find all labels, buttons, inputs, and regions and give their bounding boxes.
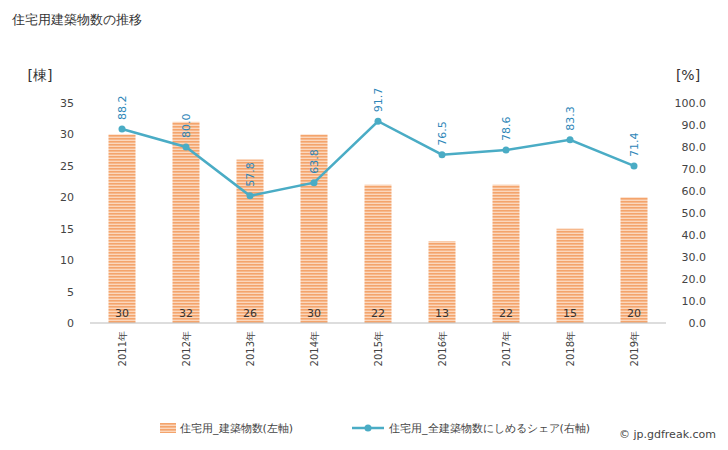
bar-label: 30 <box>307 307 321 320</box>
x-tick-label: 2018年 <box>565 331 576 366</box>
y-tick-label: 15 <box>60 223 74 236</box>
y2-tick-label: 70.0 <box>682 163 707 176</box>
x-tick-label: 2014年 <box>309 331 320 366</box>
marker <box>375 118 382 125</box>
y-tick-label: 30 <box>60 128 74 141</box>
bar-label: 22 <box>499 307 513 320</box>
legend-swatch <box>365 425 372 432</box>
line-label: 76.5 <box>436 121 449 146</box>
y-tick-label: 10 <box>60 254 74 267</box>
bar <box>109 134 136 323</box>
y-axis-label: [棟] <box>28 67 53 83</box>
bar <box>365 185 392 323</box>
bar-label: 22 <box>371 307 385 320</box>
bar <box>493 185 520 323</box>
y2-tick-label: 60.0 <box>682 185 707 198</box>
bar <box>301 134 328 323</box>
y2-tick-label: 90.0 <box>682 119 707 132</box>
y2-tick-label: 50.0 <box>682 207 707 220</box>
bar <box>621 197 648 323</box>
marker <box>631 162 638 169</box>
bar <box>237 160 264 323</box>
y2-tick-label: 10.0 <box>682 295 707 308</box>
line <box>122 121 634 196</box>
chart: 住宅用建築物数の推移 [棟] [%] 0 5 10 15 20 25 30 35 0.0 10.0 20.… <box>0 0 728 450</box>
marker <box>119 125 126 132</box>
line-label: 78.6 <box>500 117 513 142</box>
marker <box>439 151 446 158</box>
x-tick-label: 2015年 <box>373 331 384 366</box>
marker <box>247 192 254 199</box>
y-tick-label: 35 <box>60 97 74 110</box>
bar-label: 32 <box>179 307 193 320</box>
x-tick-label: 2013年 <box>245 331 256 366</box>
y2-tick-label: 20.0 <box>682 273 707 286</box>
x-tick-label: 2012年 <box>181 331 192 366</box>
legend-label: 住宅用_建築物数(左軸) <box>180 422 293 435</box>
line-label: 57.8 <box>244 162 257 187</box>
x-axis-line <box>90 323 666 324</box>
legend-swatch <box>160 423 176 433</box>
bar <box>173 122 200 323</box>
y2-tick-label: 80.0 <box>682 141 707 154</box>
data-labels: 30 32 26 30 22 13 22 15 20 88.2 80.0 57.8 63.8 91.7 76… <box>115 88 641 320</box>
line-label: 88.2 <box>116 95 129 120</box>
legend-label: 住宅用_全建築物数にしめるシェア(右軸) <box>389 422 590 435</box>
plot-area <box>109 118 648 323</box>
marker <box>567 136 574 143</box>
y-tick-label: 20 <box>60 191 74 204</box>
bar <box>429 241 456 323</box>
bar-label: 13 <box>435 307 449 320</box>
bar-label: 20 <box>627 307 641 320</box>
title: 住宅用建築物数の推移 <box>11 12 142 27</box>
y-tick-label: 25 <box>60 160 74 173</box>
y2-tick-label: 30.0 <box>682 251 707 264</box>
source: © jp.gdfreak.com <box>619 428 716 441</box>
x-tick-label: 2017年 <box>501 331 512 366</box>
marker <box>183 144 190 151</box>
x-tick-label: 2019年 <box>629 331 640 366</box>
y-tick-label: 5 <box>67 286 74 299</box>
x-tick-label: 2016年 <box>437 331 448 366</box>
line-label: 80.0 <box>180 114 193 139</box>
bar-label: 26 <box>243 307 257 320</box>
legend: 住宅用_建築物数(左軸) 住宅用_全建築物数にしめるシェア(右軸) <box>160 422 590 435</box>
line-label: 83.3 <box>564 106 577 131</box>
line-label: 63.8 <box>308 149 321 174</box>
y2-tick-label: 0.0 <box>689 317 707 330</box>
y-tick-label: 0 <box>67 317 74 330</box>
y2-tick-label: 100.0 <box>675 97 707 110</box>
line-label: 71.4 <box>628 132 641 157</box>
line-label: 91.7 <box>372 88 385 113</box>
x-tick-label: 2011年 <box>117 331 128 366</box>
y2-tick-label: 40.0 <box>682 229 707 242</box>
y2-axis-label: [%] <box>676 67 700 83</box>
bar-label: 30 <box>115 307 129 320</box>
bar-label: 15 <box>563 307 577 320</box>
marker <box>503 147 510 154</box>
marker <box>311 179 318 186</box>
bar <box>557 229 584 323</box>
